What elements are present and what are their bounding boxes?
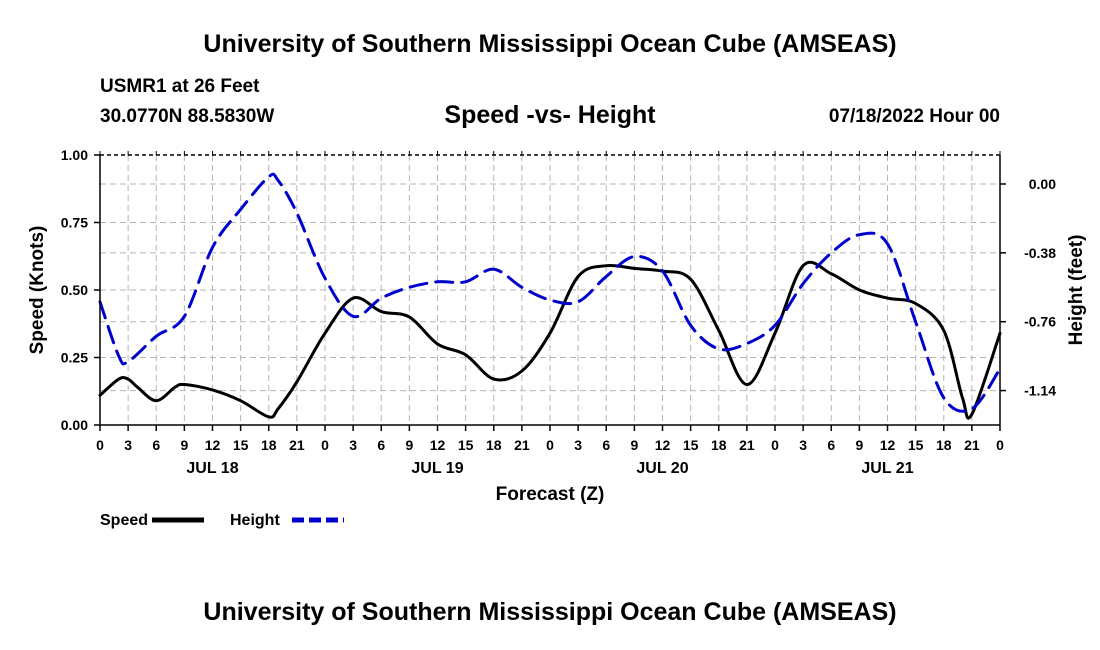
x-tick-label: 18 <box>711 437 727 453</box>
legend-label-speed: Speed <box>100 512 148 529</box>
x-tick-label: 21 <box>964 437 980 453</box>
y2-tick-label: -0.76 <box>1024 314 1056 330</box>
x-tick-label: 0 <box>996 437 1004 453</box>
legend: Speed Height <box>100 512 344 529</box>
x-tick-label: 0 <box>546 437 554 453</box>
y2-tick-label: 0.00 <box>1029 176 1056 192</box>
y-tick-label: 0.75 <box>61 215 88 231</box>
y-tick-label: 1.00 <box>61 147 88 163</box>
x-tick-label: 0 <box>96 437 104 453</box>
x-tick-label: 3 <box>124 437 132 453</box>
series-layer <box>98 172 1002 420</box>
x-tick-label: 15 <box>683 437 699 453</box>
x-tick-label: 18 <box>486 437 502 453</box>
x-tick-label: 9 <box>855 437 863 453</box>
x-tick-label: 6 <box>377 437 385 453</box>
x-tick-label: 15 <box>458 437 474 453</box>
x-tick-label: 15 <box>233 437 249 453</box>
x-tick-label: 12 <box>205 437 221 453</box>
x-tick-label: 15 <box>908 437 924 453</box>
y2-axis-title: Height (feet) <box>1066 235 1087 346</box>
x-tick-label: 6 <box>827 437 835 453</box>
day-label: JUL 21 <box>861 460 913 477</box>
x-tick-label: 12 <box>430 437 446 453</box>
x-tick-label: 12 <box>655 437 671 453</box>
x-tick-label: 6 <box>152 437 160 453</box>
day-label: JUL 20 <box>636 460 688 477</box>
x-tick-label: 3 <box>574 437 582 453</box>
x-tick-label: 3 <box>349 437 357 453</box>
x-tick-label: 21 <box>514 437 530 453</box>
chart-title: Speed -vs- Height <box>444 101 656 129</box>
station-coordinates: 30.0770N 88.5830W <box>100 106 275 127</box>
x-tick-label: 21 <box>739 437 755 453</box>
x-tick-label: 18 <box>261 437 277 453</box>
x-tick-label: 18 <box>936 437 952 453</box>
footer-title: University of Southern Mississippi Ocean… <box>203 598 897 626</box>
y2-tick-label: -0.38 <box>1024 245 1056 261</box>
legend-label-height: Height <box>230 512 280 529</box>
x-tick-label: 0 <box>321 437 329 453</box>
y-tick-label: 0.00 <box>61 417 88 433</box>
x-tick-label: 6 <box>602 437 610 453</box>
y-axis-title: Speed (Knots) <box>27 226 48 355</box>
x-tick-label: 12 <box>880 437 896 453</box>
series-line-speed <box>98 260 1002 420</box>
labels: 0.00 0.25 0.50 0.75 1.00 0.00 -0.38 -0.76 -1.14 0… <box>27 147 1087 505</box>
x-axis-title: Forecast (Z) <box>496 484 605 505</box>
day-label: JUL 18 <box>186 460 238 477</box>
x-tick-label: 9 <box>630 437 638 453</box>
main-title: University of Southern Mississippi Ocean… <box>203 30 897 58</box>
x-tick-label: 0 <box>771 437 779 453</box>
y-tick-label: 0.50 <box>61 282 88 298</box>
x-tick-label: 3 <box>799 437 807 453</box>
station-label: USMR1 at 26 Feet <box>100 76 260 97</box>
axes <box>94 151 1006 431</box>
series-line-height <box>98 172 1002 413</box>
y2-tick-label: -1.14 <box>1024 383 1056 399</box>
day-label: JUL 19 <box>411 460 463 477</box>
y-tick-label: 0.25 <box>61 350 88 366</box>
x-tick-label: 21 <box>289 437 305 453</box>
x-tick-label: 9 <box>180 437 188 453</box>
grid <box>100 155 1000 425</box>
forecast-datetime: 07/18/2022 Hour 00 <box>828 106 1000 127</box>
x-tick-label: 9 <box>405 437 413 453</box>
